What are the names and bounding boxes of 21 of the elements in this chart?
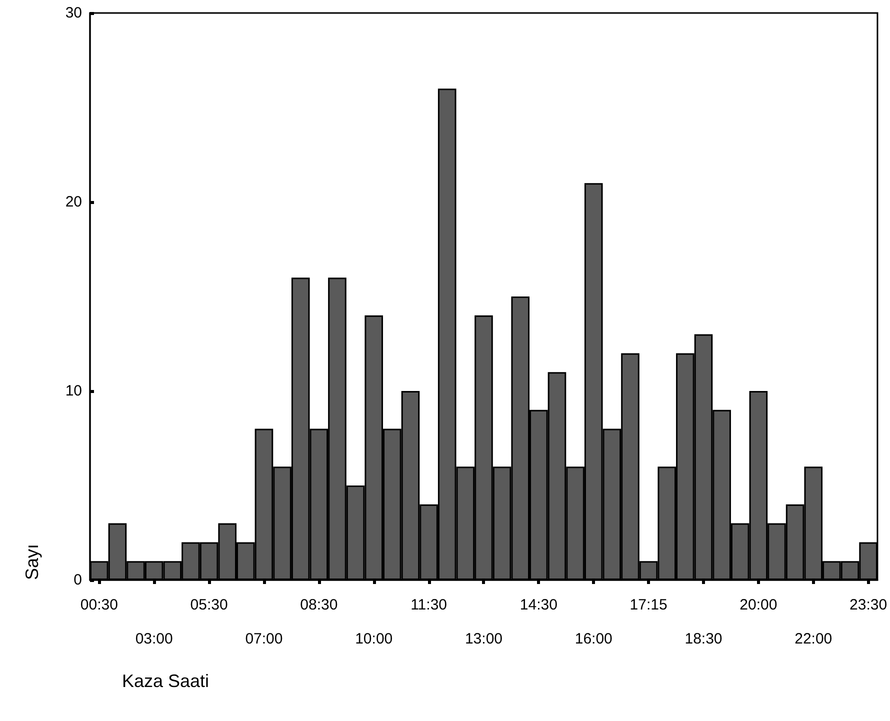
y-tick-label: 20: [65, 194, 82, 210]
y-tick-label: 30: [65, 4, 82, 22]
x-tick-label: 20:00: [740, 596, 778, 614]
x-tick-label: 10:00: [355, 630, 393, 648]
x-tick-label: 14:30: [520, 596, 558, 614]
x-tick-label: 08:30: [300, 596, 338, 614]
x-axis-title: Kaza Saati: [122, 671, 210, 691]
x-tick-label: 17:15: [630, 596, 668, 614]
x-tick-label: 16:00: [574, 630, 612, 648]
x-tick-label: 00:30: [80, 596, 118, 614]
x-tick-label: 05:30: [190, 596, 228, 614]
x-tick-label: 23:30: [850, 596, 888, 614]
x-tick-label: 07:00: [245, 630, 283, 648]
y-axis-title: Sayı: [22, 544, 42, 580]
x-tick-label: 11:30: [410, 596, 448, 614]
y-tick-label: 10: [65, 382, 82, 400]
x-tick-label: 13:00: [464, 630, 503, 648]
y-tick-label: 0: [74, 572, 82, 588]
x-tick-label: 03:00: [135, 630, 173, 648]
x-tick-label: 18:30: [684, 630, 722, 648]
x-tick-label: 22:00: [794, 630, 832, 648]
